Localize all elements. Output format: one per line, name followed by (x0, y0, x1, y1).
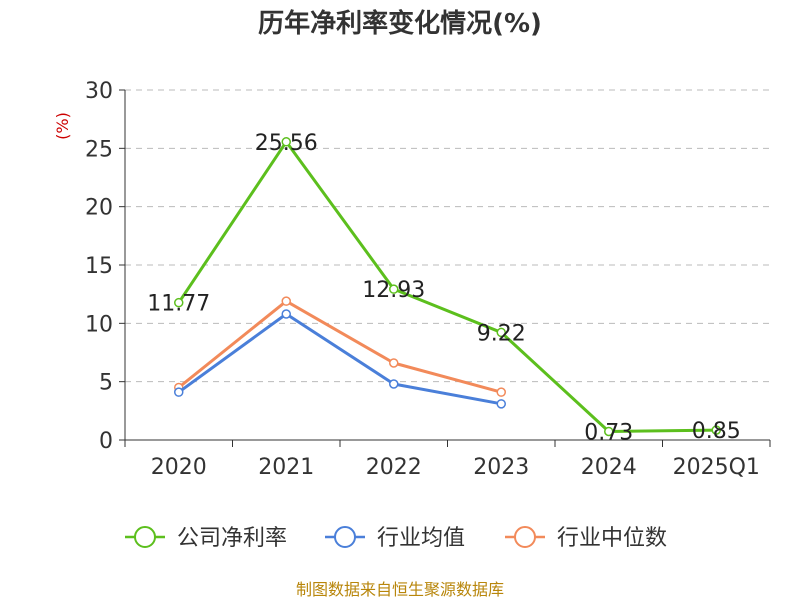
data-label-1: 25.56 (255, 131, 318, 156)
data-labels: 11.77 25.56 12.93 9.22 0.73 0.85 (147, 131, 740, 446)
data-point-1-1 (281, 309, 291, 319)
series-line-1 (177, 312, 502, 406)
data-label-5: 0.85 (692, 419, 741, 444)
legend-label-1: 行业均值 (377, 526, 465, 551)
data-label-2: 12.93 (362, 278, 425, 303)
x-tick-label-2023: 2023 (473, 455, 529, 480)
data-source-note: 制图数据来自恒生聚源数据库 (296, 580, 504, 599)
legend-label-0: 公司净利率 (177, 526, 287, 551)
data-label-0: 11.77 (147, 292, 210, 317)
series-line-0 (177, 140, 717, 433)
data-point-0-3 (496, 327, 506, 338)
y-tick-label-25: 25 (85, 137, 113, 162)
y-tick-label-30: 30 (85, 79, 113, 104)
data-point-0-5 (711, 425, 721, 435)
data-point-1-3 (496, 399, 506, 409)
data-point-2-3 (496, 387, 506, 397)
legend-swatch-marker-1 (334, 526, 356, 548)
y-tick-label-0: 0 (99, 429, 113, 454)
y-tick-label-20: 20 (85, 196, 113, 221)
data-point-0-0 (174, 297, 184, 308)
data-point-2-2 (389, 358, 399, 368)
x-tick-label-2021: 2021 (258, 455, 314, 480)
y-axis-unit: (%) (53, 112, 72, 140)
data-point-0-1 (281, 137, 291, 147)
grid-lines (125, 89, 770, 383)
legend-label-2: 行业中位数 (557, 526, 667, 551)
data-point-0-2 (389, 284, 399, 294)
data-point-1-2 (389, 379, 399, 389)
axes: 0 5 10 15 20 25 30 2020 2021 2022 2023 2024 2025Q1 (85, 79, 771, 480)
chart-title: 历年净利率变化情况(%) (258, 8, 542, 39)
data-point-0-4 (604, 426, 614, 437)
y-tick-label-10: 10 (85, 312, 113, 337)
data-point-1-0 (174, 387, 184, 397)
series-line-2 (177, 299, 502, 394)
data-point-2-1 (281, 296, 291, 306)
data-label-4: 0.73 (584, 420, 633, 445)
data-label-3: 9.22 (477, 321, 526, 346)
legend-swatch-marker-2 (514, 526, 536, 548)
legend-swatch-marker-0 (134, 526, 156, 548)
legend: 公司净利率 行业均值 行业中位数 (125, 526, 667, 551)
y-tick-label-15: 15 (85, 254, 113, 279)
x-tick-label-2020: 2020 (151, 455, 207, 480)
x-tick-label-2022: 2022 (366, 455, 422, 480)
y-tick-label-5: 5 (99, 371, 113, 396)
x-tick-label-2024: 2024 (581, 455, 637, 480)
x-tick-label-2025Q1: 2025Q1 (673, 455, 760, 480)
series-lines (174, 137, 721, 437)
